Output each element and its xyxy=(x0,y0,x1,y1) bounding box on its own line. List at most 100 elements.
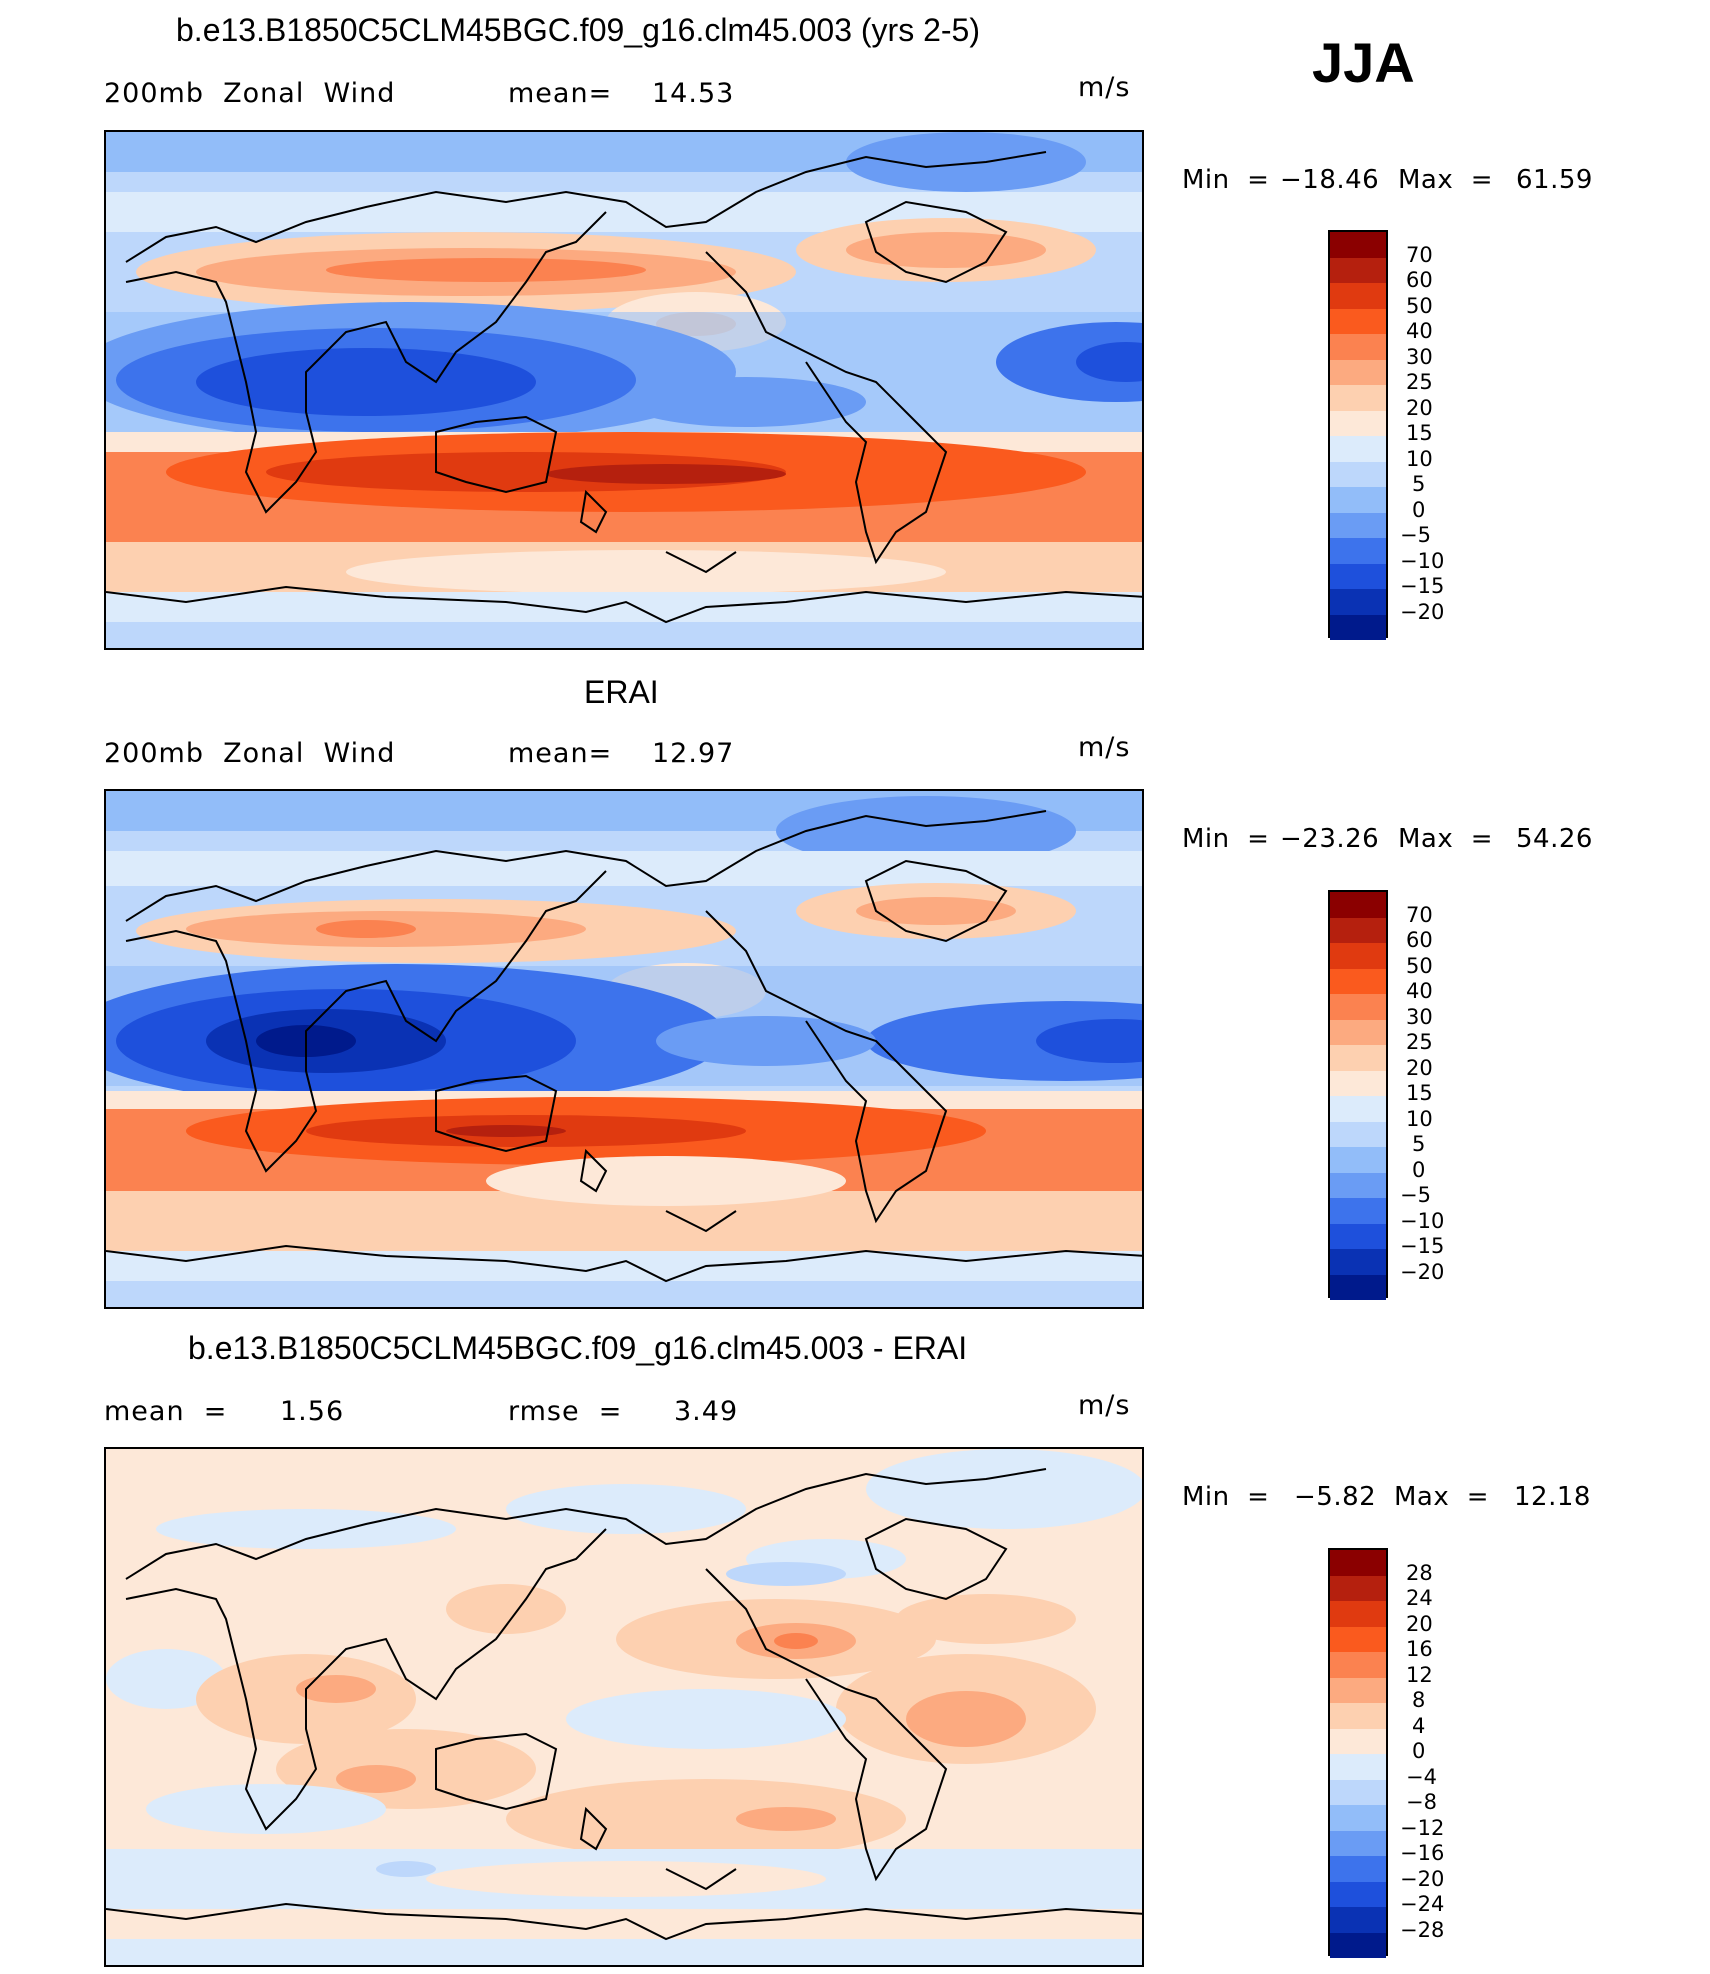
mean-label: mean = xyxy=(104,1396,228,1427)
swatch xyxy=(1330,1907,1386,1933)
colorbar-swatches xyxy=(1328,1548,1388,1958)
swatch xyxy=(1330,1830,1386,1856)
mean-value: 1.56 xyxy=(280,1396,345,1427)
swatch xyxy=(1330,1121,1386,1147)
colorbar-tick: 40 xyxy=(1406,319,1433,343)
swatch xyxy=(1330,1754,1386,1780)
max-value: 61.59 xyxy=(1516,165,1593,195)
mean-value: 14.53 xyxy=(652,78,735,109)
colorbar-tick: 10 xyxy=(1406,1107,1433,1131)
swatch xyxy=(1330,1626,1386,1652)
colorbar-tick: −8 xyxy=(1406,1790,1437,1814)
swatch xyxy=(1330,1575,1386,1601)
swatch xyxy=(1330,1550,1386,1576)
colorbar-tick: 4 xyxy=(1412,1714,1426,1738)
coastlines xyxy=(106,810,1142,1283)
units-label: m/s xyxy=(1078,1390,1131,1421)
swatch xyxy=(1330,538,1386,564)
colorbar-tick: −4 xyxy=(1406,1765,1437,1789)
colorbar-tick: −20 xyxy=(1400,1260,1445,1284)
swatch xyxy=(1330,1019,1386,1045)
colorbar-tick: 12 xyxy=(1406,1663,1433,1687)
colorbar-tick: −16 xyxy=(1400,1841,1445,1865)
colorbar-tick: −20 xyxy=(1400,1867,1445,1891)
colorbar-tick: 10 xyxy=(1406,447,1433,471)
field-label: 200mb Zonal Wind xyxy=(104,738,396,769)
swatch xyxy=(1330,1677,1386,1703)
colorbar-tick: 50 xyxy=(1406,954,1433,978)
colorbar-tick: 0 xyxy=(1412,1158,1426,1182)
units-label: m/s xyxy=(1078,732,1131,763)
colorbar-tick: 5 xyxy=(1412,1132,1426,1156)
swatch xyxy=(1330,1703,1386,1729)
colorbar-tick: 24 xyxy=(1406,1586,1433,1610)
swatch xyxy=(1330,257,1386,283)
map-erai-zonal-wind xyxy=(104,789,1144,1309)
max-label: Max = xyxy=(1394,1482,1490,1512)
colorbar-tick: 60 xyxy=(1406,268,1433,292)
swatch xyxy=(1330,436,1386,462)
swatch xyxy=(1330,385,1386,411)
swatch xyxy=(1330,1856,1386,1882)
swatch xyxy=(1330,1223,1386,1249)
swatch xyxy=(1330,614,1386,640)
swatch xyxy=(1330,563,1386,589)
coastlines xyxy=(106,1468,1142,1941)
colorbar-swatches xyxy=(1328,890,1388,1300)
colorbar-tick: 20 xyxy=(1406,396,1433,420)
min-label: Min = xyxy=(1182,1482,1270,1512)
colorbar-tick: 70 xyxy=(1406,243,1433,267)
colorbar-tick: 30 xyxy=(1406,1005,1433,1029)
swatch xyxy=(1330,1096,1386,1122)
colorbar-swatches xyxy=(1328,230,1388,640)
colorbar-tick: −5 xyxy=(1400,1183,1431,1207)
swatch xyxy=(1330,1147,1386,1173)
swatch xyxy=(1330,512,1386,538)
season-label: JJA xyxy=(1312,31,1415,94)
colorbar-tick: −15 xyxy=(1400,1234,1445,1258)
swatch xyxy=(1330,1198,1386,1224)
colorbar-tick: 70 xyxy=(1406,903,1433,927)
swatch xyxy=(1330,1172,1386,1198)
units-label: m/s xyxy=(1078,72,1131,103)
colorbar-tick: 28 xyxy=(1406,1561,1433,1585)
min-value: −5.82 xyxy=(1294,1482,1377,1512)
map-model-zonal-wind xyxy=(104,130,1144,650)
colorbar-tick: 0 xyxy=(1412,1739,1426,1763)
max-value: 12.18 xyxy=(1514,1482,1591,1512)
panel-title: b.e13.B1850C5CLM45BGC.f09_g16.clm45.003 … xyxy=(176,12,980,48)
colorbar-tick: 8 xyxy=(1412,1688,1426,1712)
colorbar-tick: 50 xyxy=(1406,294,1433,318)
colorbar-tick: −15 xyxy=(1400,574,1445,598)
contour-field xyxy=(106,132,1142,648)
map-difference-zonal-wind xyxy=(104,1447,1144,1967)
swatch xyxy=(1330,1045,1386,1071)
max-label: Max = xyxy=(1398,824,1494,854)
coastlines xyxy=(106,151,1142,624)
min-label: Min = xyxy=(1182,824,1270,854)
swatch xyxy=(1330,1932,1386,1958)
swatch xyxy=(1330,487,1386,513)
min-label: Min = xyxy=(1182,165,1270,195)
colorbar-tick: 25 xyxy=(1406,1030,1433,1054)
colorbar-tick: −20 xyxy=(1400,600,1445,624)
contour-field xyxy=(106,791,1142,1307)
swatch xyxy=(1330,334,1386,360)
max-value: 54.26 xyxy=(1516,824,1593,854)
mean-label: mean= xyxy=(508,738,613,769)
colorbar-tick: −10 xyxy=(1400,549,1445,573)
mean-value: 12.97 xyxy=(652,738,735,769)
colorbar-tick: −5 xyxy=(1400,523,1431,547)
contour-field xyxy=(106,1449,1142,1965)
swatch xyxy=(1330,1601,1386,1627)
swatch xyxy=(1330,461,1386,487)
swatch xyxy=(1330,1274,1386,1300)
colorbar-tick: 16 xyxy=(1406,1637,1433,1661)
swatch xyxy=(1330,232,1386,258)
swatch xyxy=(1330,994,1386,1020)
swatch xyxy=(1330,1652,1386,1678)
colorbar-tick: 20 xyxy=(1406,1612,1433,1636)
colorbar-tick: 0 xyxy=(1412,498,1426,522)
swatch xyxy=(1330,1070,1386,1096)
swatch xyxy=(1330,892,1386,918)
